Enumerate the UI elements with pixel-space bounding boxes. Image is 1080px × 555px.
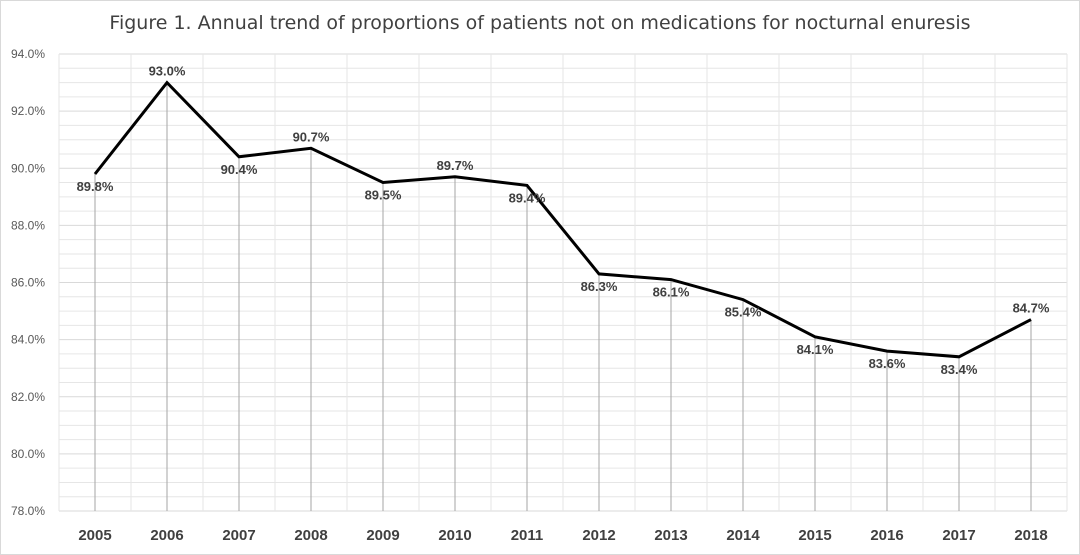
drop-lines <box>94 82 1032 511</box>
data-label: 90.7% <box>293 129 330 144</box>
x-tick-label: 2005 <box>78 527 111 544</box>
data-labels: 89.8% 93.0% 90.4% 90.7% 89.5% 89.7% 89.4% 86.3%… <box>77 64 1050 377</box>
data-label: 83.4% <box>941 362 978 377</box>
x-tick-label: 2007 <box>222 527 255 544</box>
data-label: 83.6% <box>869 356 906 371</box>
x-tick-label: 2018 <box>1014 527 1047 544</box>
data-label: 89.5% <box>365 188 402 203</box>
y-tick-label: 86.0% <box>11 276 45 290</box>
chart-title: Figure 1. Annual trend of proportions of… <box>109 12 971 34</box>
y-tick-label: 82.0% <box>11 390 45 404</box>
data-label: 93.0% <box>149 64 186 79</box>
x-tick-label: 2013 <box>654 527 687 544</box>
data-label: 84.1% <box>797 342 834 357</box>
x-axis: 2005 2006 2007 2008 2009 2010 2011 2012 2013 2014… <box>78 527 1047 544</box>
data-label: 86.3% <box>581 279 618 294</box>
y-tick-label: 84.0% <box>11 333 45 347</box>
x-tick-label: 2015 <box>798 527 831 544</box>
y-tick-label: 90.0% <box>11 161 45 175</box>
x-tick-label: 2006 <box>150 527 183 544</box>
y-tick-label: 88.0% <box>11 218 45 232</box>
data-label: 89.4% <box>509 190 546 205</box>
y-tick-label: 92.0% <box>11 104 45 118</box>
data-label: 84.7% <box>1013 301 1050 316</box>
y-tick-label: 94.0% <box>11 47 45 61</box>
y-tick-label: 80.0% <box>11 447 45 461</box>
x-tick-label: 2017 <box>942 527 975 544</box>
data-label: 89.7% <box>437 158 474 173</box>
data-label: 89.8% <box>77 179 114 194</box>
grid-lines <box>58 53 1068 512</box>
x-tick-label: 2010 <box>438 527 471 544</box>
x-tick-label: 2009 <box>366 527 399 544</box>
data-label: 86.1% <box>653 285 690 300</box>
series-line <box>93 80 1032 359</box>
x-tick-label: 2012 <box>582 527 615 544</box>
x-tick-label: 2008 <box>294 527 327 544</box>
x-tick-label: 2011 <box>511 527 544 544</box>
data-label: 85.4% <box>725 305 762 320</box>
y-tick-label: 78.0% <box>11 504 45 518</box>
x-tick-label: 2014 <box>726 527 760 544</box>
y-axis: 78.0% 80.0% 82.0% 84.0% 86.0% 88.0% 90.0% 92.0%… <box>11 47 45 518</box>
data-label: 90.4% <box>221 162 258 177</box>
x-tick-label: 2016 <box>870 527 903 544</box>
